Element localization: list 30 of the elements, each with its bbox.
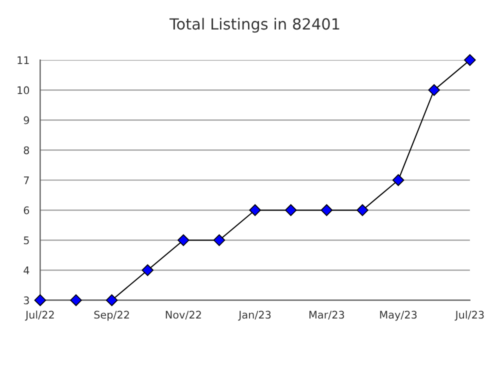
y-tick-label: 5 bbox=[24, 236, 29, 244]
point bbox=[142, 264, 154, 276]
point bbox=[320, 204, 333, 216]
point bbox=[249, 204, 261, 216]
point bbox=[213, 234, 226, 246]
point bbox=[284, 204, 297, 216]
point bbox=[392, 174, 404, 186]
y-tick-label: 8 bbox=[24, 146, 30, 154]
y-tick-label: 9 bbox=[24, 116, 30, 124]
point bbox=[428, 84, 440, 96]
point bbox=[356, 204, 368, 216]
x-tick-label: Sep/22 bbox=[94, 310, 129, 321]
x-tick-label: Nov/22 bbox=[166, 310, 201, 320]
y-tick-label: 3 bbox=[24, 296, 29, 304]
y-tick-label: 11 bbox=[18, 56, 29, 64]
x-tick-label: May/23 bbox=[380, 310, 417, 321]
point bbox=[34, 294, 46, 306]
point bbox=[106, 294, 118, 306]
point bbox=[178, 234, 190, 246]
y-tick-label: 10 bbox=[18, 86, 30, 94]
y-tick-label: 6 bbox=[24, 206, 30, 214]
x-tick-label: Jul/23 bbox=[454, 310, 484, 321]
x-tick-label: Mar/23 bbox=[309, 310, 344, 320]
y-tick-label: 4 bbox=[24, 266, 30, 274]
point bbox=[70, 294, 82, 306]
x-tick-label: Jan/23 bbox=[238, 310, 271, 321]
point bbox=[464, 54, 476, 66]
x-tick-label: Jul/22 bbox=[24, 310, 54, 321]
y-tick-label: 7 bbox=[24, 176, 29, 184]
chart-title: Total Listings in 82401 bbox=[169, 18, 340, 33]
